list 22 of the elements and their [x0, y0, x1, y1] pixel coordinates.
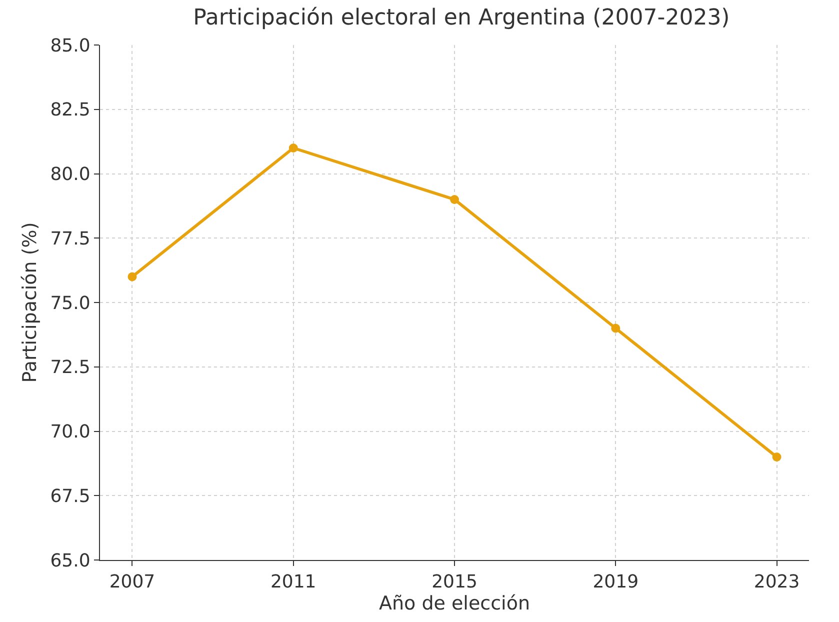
- x-tick-label: 2015: [432, 572, 478, 593]
- y-tick-label: 72.5: [50, 357, 90, 378]
- x-tick-label: 2007: [109, 572, 156, 593]
- x-tick-label: 2011: [270, 572, 316, 593]
- point: [611, 324, 620, 333]
- x-tick-label: 2019: [592, 572, 639, 593]
- point: [450, 195, 459, 204]
- point: [288, 144, 298, 152]
- y-tick-label: 75.0: [50, 292, 90, 314]
- x-tick-label: 2023: [754, 572, 800, 593]
- y-tick-label: 77.5: [50, 228, 90, 250]
- chart-title: Participación electoral en Argentina (2007-2023): [193, 6, 730, 31]
- y-tick-label: 82.5: [50, 100, 90, 121]
- y-axis-title: Participación (%): [19, 222, 42, 383]
- y-tick-label: 80.0: [50, 164, 90, 186]
- y-tick-label: 85.0: [50, 35, 90, 56]
- y-tick-label: 65.0: [50, 550, 90, 572]
- point: [772, 452, 782, 462]
- point: [128, 272, 137, 282]
- y-tick-label: 70.0: [50, 422, 90, 443]
- y-tick-label: 67.5: [50, 486, 90, 507]
- x-axis-title: Año de elección: [379, 592, 530, 615]
